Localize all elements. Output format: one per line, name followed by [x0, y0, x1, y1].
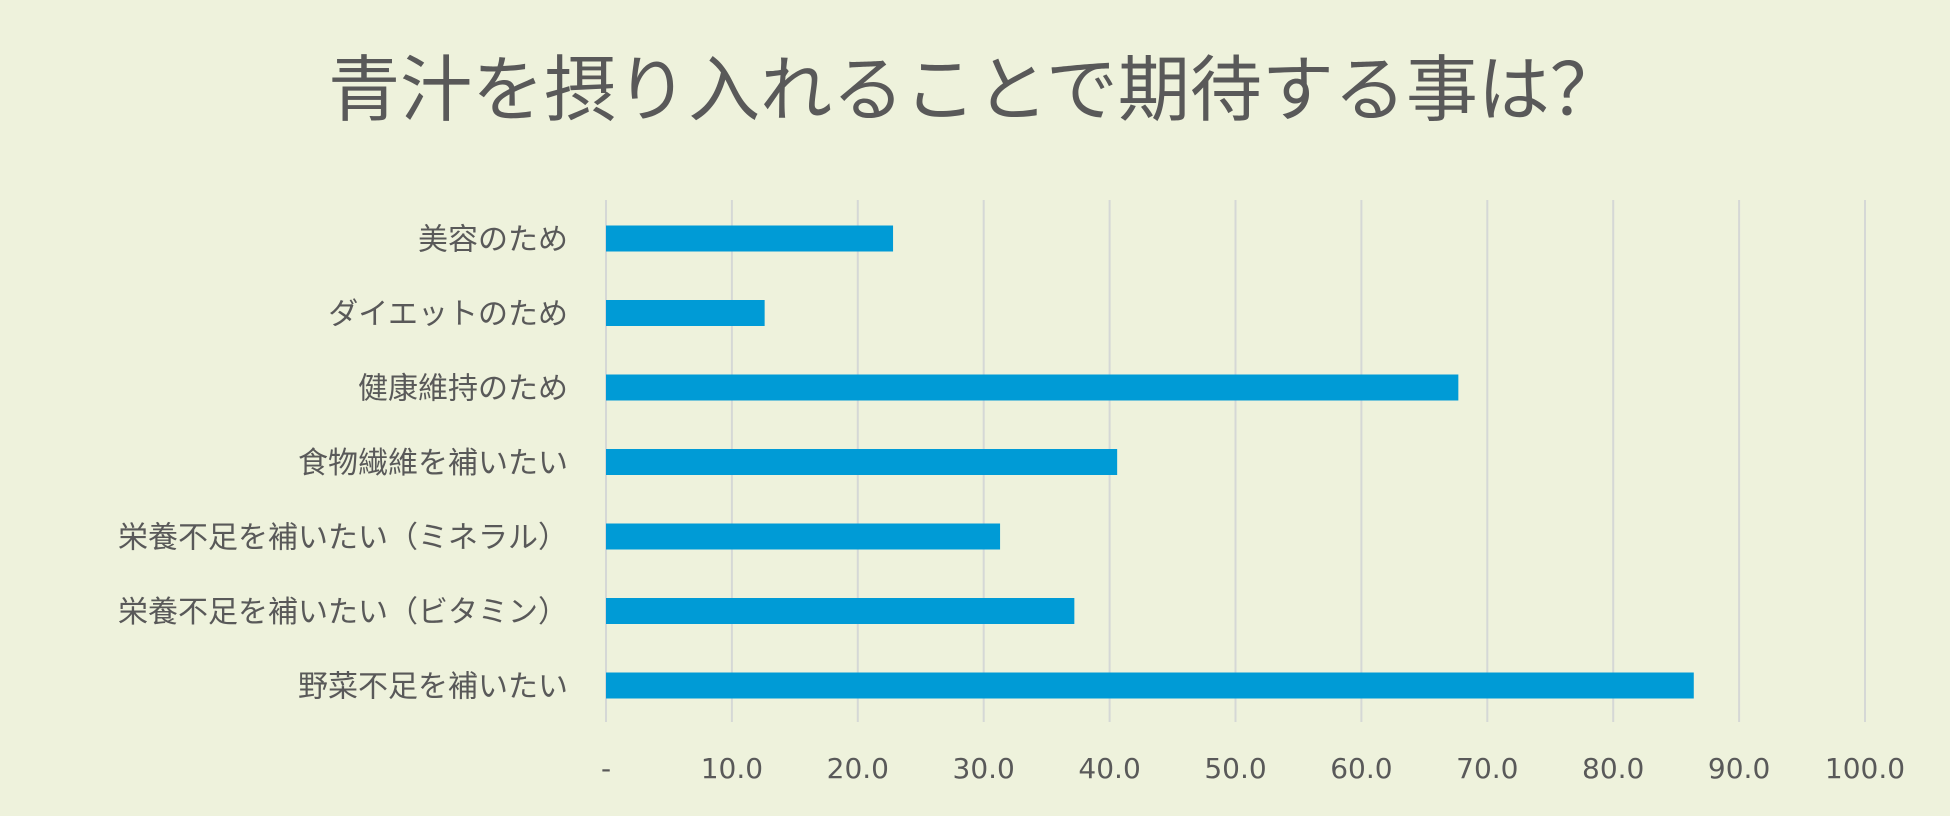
- x-tick-label: -: [601, 752, 611, 785]
- bars: [606, 225, 1694, 699]
- chart-title: 青汁を摂り入れることで期待する事は？: [328, 48, 1622, 132]
- x-tick-label: 60.0: [1330, 752, 1392, 785]
- bar: [606, 374, 1459, 401]
- x-tick-label: 20.0: [827, 752, 889, 785]
- bar: [606, 598, 1075, 624]
- bar: [606, 449, 1118, 475]
- x-tick-label: 50.0: [1204, 752, 1266, 785]
- category-label: 美容のため: [418, 223, 568, 258]
- category-label: 栄養不足を補いたい（ミネラル）: [118, 521, 568, 556]
- x-tick-label: 70.0: [1456, 752, 1518, 785]
- x-tick-label: 10.0: [701, 752, 763, 785]
- x-tick-label: 30.0: [953, 752, 1015, 785]
- category-label: 健康維持のため: [358, 372, 568, 407]
- bar: [606, 225, 894, 252]
- x-tick-labels: - 10.0 20.0 30.0 40.0 50.0 60.0 70.0 80.0 90.0 100…: [601, 752, 1905, 785]
- x-tick-label: 100.0: [1825, 752, 1905, 785]
- x-tick-label: 40.0: [1078, 752, 1140, 785]
- bar: [606, 672, 1694, 699]
- category-label: 栄養不足を補いたい（ビタミン）: [118, 595, 568, 630]
- x-tick-label: 80.0: [1582, 752, 1644, 785]
- x-tick-label: 90.0: [1708, 752, 1770, 785]
- category-label: 食物繊維を補いたい: [298, 446, 568, 481]
- category-label: ダイエットのため: [328, 297, 568, 332]
- category-label: 野菜不足を補いたい: [298, 670, 568, 705]
- bar: [606, 523, 1001, 550]
- bar: [606, 300, 765, 326]
- category-labels: 美容のためダイエットのため健康維持のため食物繊維を補いたい栄養不足を補いたい（ミ…: [118, 223, 568, 705]
